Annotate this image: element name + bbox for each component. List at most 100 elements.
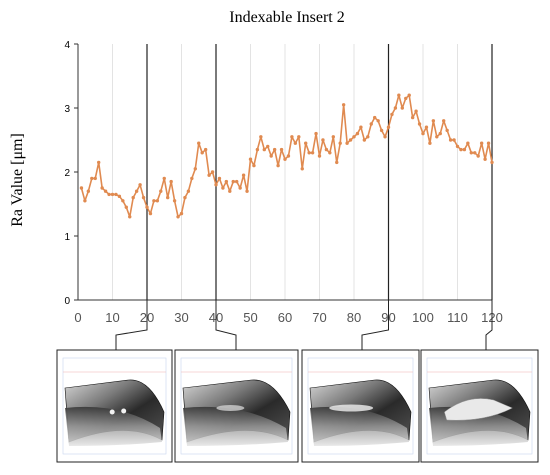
data-point [162, 176, 166, 181]
data-point [352, 135, 356, 139]
data-point [97, 160, 101, 165]
data-point [421, 131, 425, 136]
data-point [452, 138, 456, 142]
data-point [404, 96, 408, 101]
data-point [145, 205, 149, 209]
data-point [138, 183, 142, 187]
x-tick-label: 10 [105, 310, 119, 325]
data-point [383, 135, 387, 139]
data-point [221, 186, 225, 190]
data-point [428, 141, 432, 145]
series-line [79, 93, 494, 219]
data-point [293, 141, 298, 145]
y-axis-label: Ra Value [μm] [9, 133, 26, 227]
wear-zone [444, 398, 513, 421]
data-point [183, 195, 187, 200]
y-tick-labels: 0 1 2 3 4 [64, 40, 78, 307]
data-point [90, 176, 94, 181]
data-point [255, 147, 260, 152]
data-point [442, 119, 446, 123]
data-point [304, 141, 308, 145]
data-point [124, 205, 128, 209]
data-point [279, 147, 284, 152]
data-point [79, 186, 84, 190]
data-point [297, 135, 301, 139]
data-point [200, 151, 204, 155]
data-point [431, 119, 436, 123]
data-point [228, 189, 232, 193]
data-point [290, 135, 294, 139]
data-point [197, 141, 201, 145]
data-point [179, 211, 184, 216]
bounding-box [307, 357, 414, 455]
data-point [321, 138, 325, 142]
data-point [376, 119, 380, 123]
data-point [335, 160, 339, 165]
data-point [245, 189, 249, 193]
data-point [400, 106, 404, 110]
data-point [103, 189, 108, 193]
data-point [107, 192, 111, 197]
data-point [241, 173, 246, 177]
data-point [176, 215, 180, 219]
data-point [186, 189, 191, 193]
data-point [148, 211, 153, 216]
data-point [417, 122, 422, 126]
data-point [193, 167, 197, 171]
data-point [207, 173, 211, 177]
x-tick-label: 100 [412, 310, 434, 325]
x-tick-label: 50 [243, 310, 257, 325]
data-point [459, 147, 463, 152]
data-point [286, 154, 291, 158]
data-point [83, 199, 87, 203]
data-point [169, 179, 173, 184]
data-point [317, 154, 322, 158]
data-point [128, 215, 132, 219]
data-point [479, 141, 484, 145]
data-point [283, 157, 287, 161]
data-point [373, 115, 377, 120]
insert-face [310, 406, 409, 446]
data-point [214, 183, 218, 187]
data-point [348, 138, 353, 142]
data-point [276, 163, 280, 168]
data-point [473, 151, 477, 155]
data-point [314, 131, 318, 136]
data-point [100, 186, 104, 190]
data-point [266, 144, 270, 149]
data-point [224, 179, 229, 184]
x-tick-label: 30 [174, 310, 188, 325]
data-point [397, 93, 401, 97]
data-point [424, 125, 429, 129]
data-point [310, 151, 315, 155]
data-point [331, 135, 335, 139]
wear-zone [216, 405, 245, 411]
connector-line [361, 300, 389, 350]
data-point [362, 138, 367, 142]
data-point [386, 125, 391, 129]
highlight-lines [146, 44, 493, 300]
data-point [262, 147, 266, 152]
data-point [166, 195, 170, 200]
insert-face [183, 406, 288, 446]
insert-thumbnail [301, 349, 420, 463]
data-point [121, 199, 125, 203]
data-point [217, 176, 222, 181]
x-tick-label: 0 [74, 310, 81, 325]
x-tick-labels: 0 10 20 30 40 50 60 70 80 90 100 110 120 [74, 310, 502, 325]
y-tick-label: 4 [64, 40, 70, 51]
data-point [390, 112, 394, 117]
data-point [455, 144, 460, 149]
insert-face [65, 406, 162, 446]
data-point [210, 170, 215, 174]
gridlines [77, 44, 493, 300]
data-point [445, 128, 449, 133]
insert-thumbnail [56, 349, 173, 463]
x-tick-label: 110 [447, 310, 468, 325]
data-point [462, 147, 467, 152]
data-point [141, 195, 146, 200]
data-point [338, 141, 342, 145]
x-tick-label: 70 [312, 310, 326, 325]
data-point [272, 147, 277, 152]
